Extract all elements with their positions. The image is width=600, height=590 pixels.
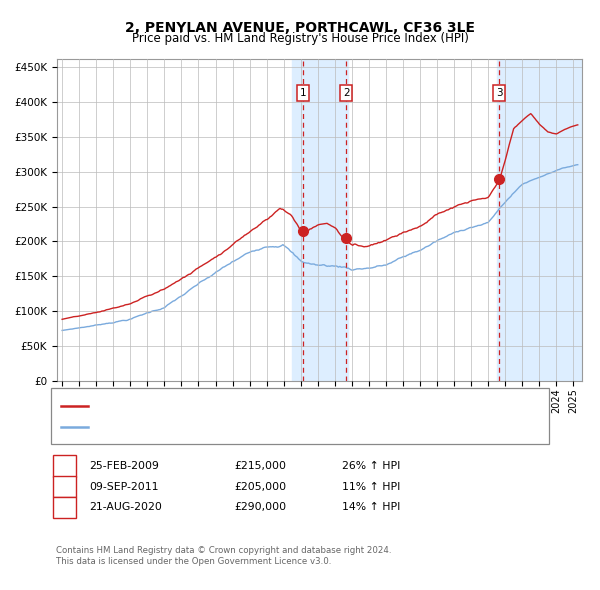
Text: 21-AUG-2020: 21-AUG-2020 (89, 503, 161, 512)
Text: £290,000: £290,000 (234, 503, 286, 512)
Text: 3: 3 (496, 88, 502, 98)
Text: 2: 2 (61, 482, 68, 491)
Text: £215,000: £215,000 (234, 461, 286, 471)
Text: Price paid vs. HM Land Registry's House Price Index (HPI): Price paid vs. HM Land Registry's House … (131, 32, 469, 45)
Text: HPI: Average price, detached house, Bridgend: HPI: Average price, detached house, Brid… (94, 422, 324, 432)
Text: This data is licensed under the Open Government Licence v3.0.: This data is licensed under the Open Gov… (56, 558, 331, 566)
Bar (292, 59, 347, 381)
Text: 2, PENYLAN AVENUE, PORTHCAWL, CF36 3LE: 2, PENYLAN AVENUE, PORTHCAWL, CF36 3LE (125, 21, 475, 35)
Text: 25-FEB-2009: 25-FEB-2009 (89, 461, 158, 471)
Text: £205,000: £205,000 (234, 482, 286, 491)
Text: 2: 2 (343, 88, 350, 98)
Text: Contains HM Land Registry data © Crown copyright and database right 2024.: Contains HM Land Registry data © Crown c… (56, 546, 391, 555)
Text: 1: 1 (61, 461, 68, 471)
Bar (497, 59, 582, 381)
Text: 09-SEP-2011: 09-SEP-2011 (89, 482, 158, 491)
Text: 14% ↑ HPI: 14% ↑ HPI (342, 503, 400, 512)
Text: 2, PENYLAN AVENUE, PORTHCAWL, CF36 3LE (detached house): 2, PENYLAN AVENUE, PORTHCAWL, CF36 3LE (… (94, 401, 408, 411)
Text: 26% ↑ HPI: 26% ↑ HPI (342, 461, 400, 471)
Text: 3: 3 (61, 503, 68, 512)
Text: 1: 1 (299, 88, 306, 98)
Text: 11% ↑ HPI: 11% ↑ HPI (342, 482, 400, 491)
